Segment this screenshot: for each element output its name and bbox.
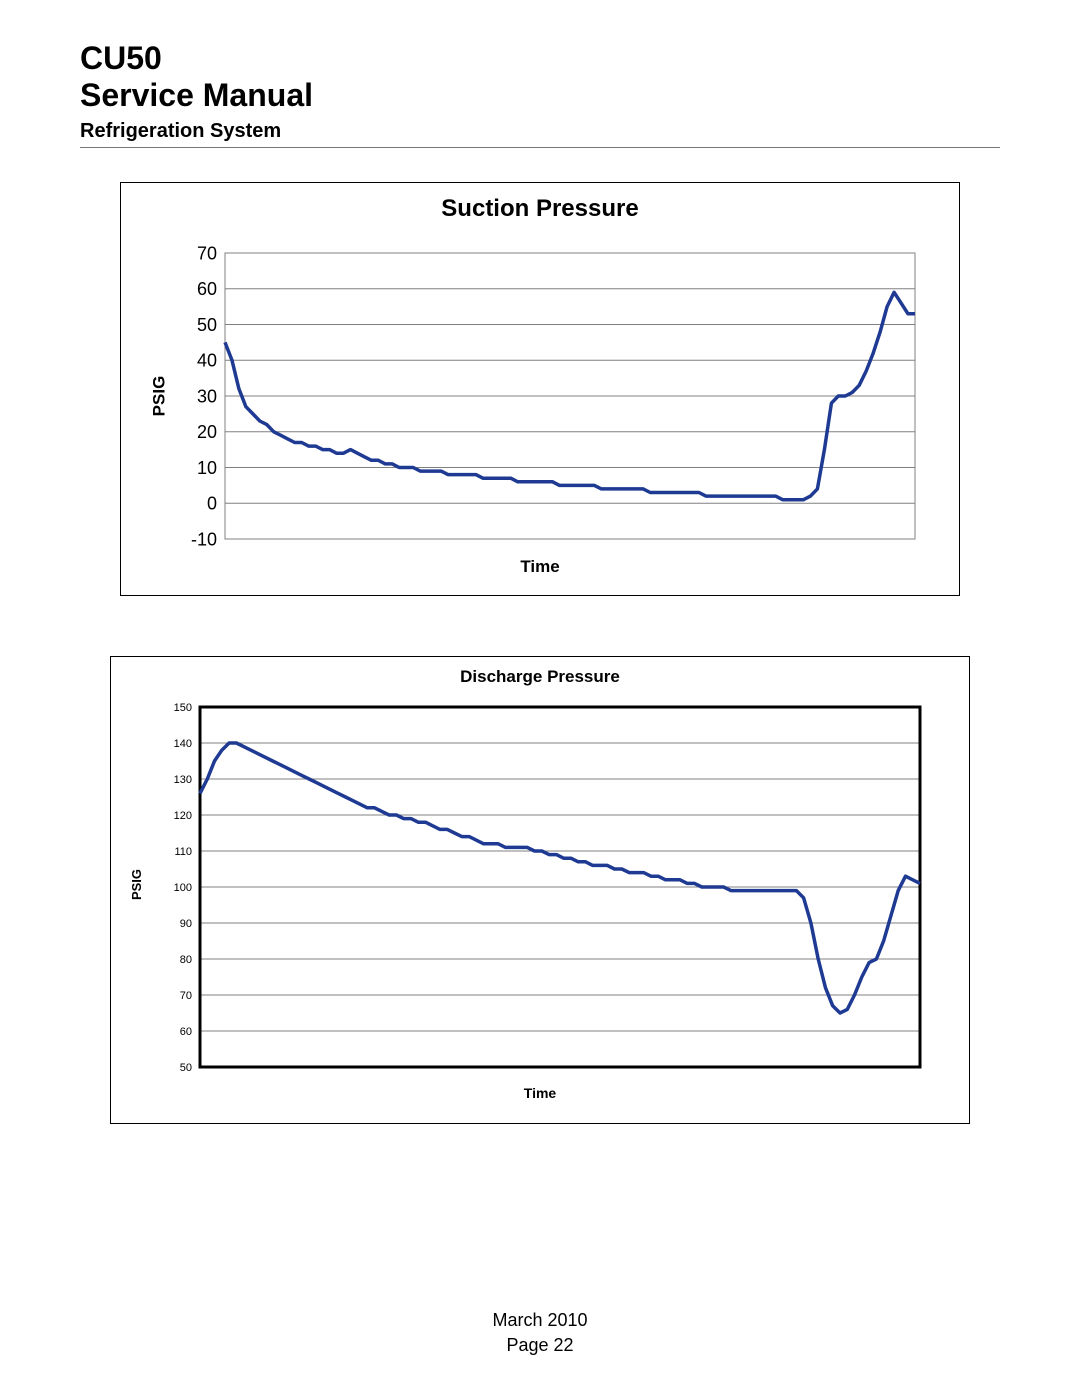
svg-text:140: 140 bbox=[174, 737, 192, 749]
svg-text:150: 150 bbox=[174, 701, 192, 713]
svg-text:90: 90 bbox=[180, 917, 192, 929]
y-axis-label: PSIG bbox=[149, 375, 169, 416]
svg-text:40: 40 bbox=[197, 350, 217, 370]
svg-text:100: 100 bbox=[174, 881, 192, 893]
section-rule: Refrigeration System bbox=[80, 120, 1000, 148]
x-axis-label: Time bbox=[111, 1085, 969, 1101]
svg-text:30: 30 bbox=[197, 386, 217, 406]
svg-text:80: 80 bbox=[180, 953, 192, 965]
svg-text:60: 60 bbox=[197, 279, 217, 299]
x-axis-label: Time bbox=[121, 557, 959, 577]
svg-text:20: 20 bbox=[197, 422, 217, 442]
footer-page: Page 22 bbox=[0, 1333, 1080, 1357]
svg-text:60: 60 bbox=[180, 1025, 192, 1037]
svg-text:50: 50 bbox=[197, 314, 217, 334]
doc-title-line2: Service Manual bbox=[80, 77, 1000, 114]
page-footer: March 2010 Page 22 bbox=[0, 1308, 1080, 1357]
doc-title-line1: CU50 bbox=[80, 40, 1000, 77]
svg-text:70: 70 bbox=[180, 989, 192, 1001]
suction-pressure-chart: Suction Pressure PSIG -10 0 10 20 30 40 50 60 70 Ti… bbox=[120, 182, 960, 596]
svg-text:70: 70 bbox=[197, 243, 217, 263]
footer-date: March 2010 bbox=[0, 1308, 1080, 1332]
svg-text:130: 130 bbox=[174, 773, 192, 785]
svg-text:-10: -10 bbox=[191, 529, 217, 549]
section-title: Refrigeration System bbox=[80, 120, 1000, 143]
chart-title: Discharge Pressure bbox=[111, 657, 969, 687]
svg-text:110: 110 bbox=[174, 845, 192, 857]
svg-text:120: 120 bbox=[174, 809, 192, 821]
svg-text:10: 10 bbox=[197, 457, 217, 477]
data-series-line bbox=[200, 743, 920, 1013]
discharge-pressure-chart: Discharge Pressure PSIG 50 60 70 80 90 100 110 12… bbox=[110, 656, 970, 1124]
chart-title: Suction Pressure bbox=[121, 183, 959, 223]
svg-text:0: 0 bbox=[207, 493, 217, 513]
svg-text:50: 50 bbox=[180, 1061, 192, 1073]
y-axis-label: PSIG bbox=[129, 869, 144, 900]
document-header: CU50 Service Manual bbox=[80, 40, 1000, 114]
